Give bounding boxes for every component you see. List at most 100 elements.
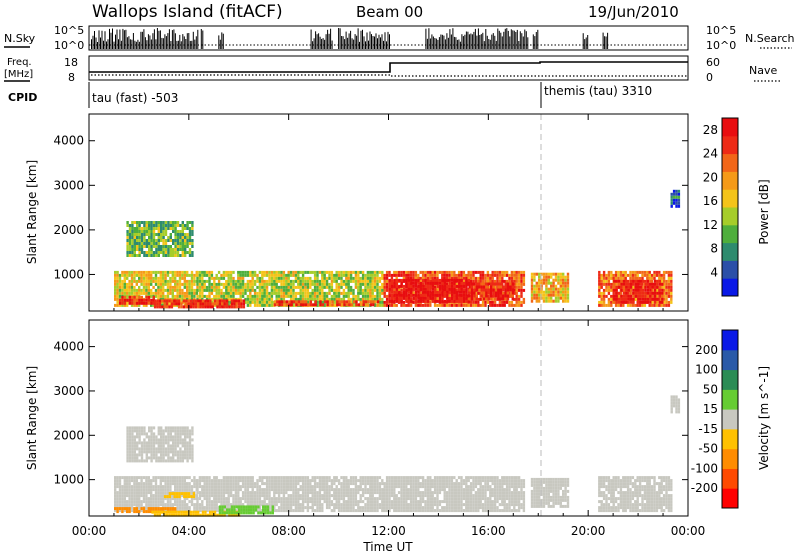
heatmap-cell (342, 506, 346, 510)
heatmap-cell (400, 506, 403, 510)
heatmap-cell (441, 303, 444, 307)
heatmap-cell (135, 291, 138, 295)
heatmap-cell (162, 500, 165, 504)
heatmap-cell (130, 279, 134, 283)
heatmap-cell (182, 305, 186, 309)
heatmap-cell (121, 485, 124, 489)
heatmap-cell (619, 273, 623, 277)
heatmap-cell (562, 296, 565, 300)
heatmap-cell (306, 509, 310, 513)
heatmap-cell (658, 279, 662, 283)
heatmap-cell (441, 284, 444, 288)
heatmap-cell (644, 297, 647, 301)
heatmap-cell (414, 296, 418, 300)
heatmap-cell (246, 294, 250, 298)
heatmap-cell (342, 491, 346, 495)
heatmap-cell (130, 479, 134, 483)
heatmap-cell (208, 476, 211, 480)
heatmap-cell (234, 282, 238, 286)
heatmap-cell (530, 284, 534, 288)
heatmap-cell (133, 488, 136, 492)
heatmap-cell (517, 279, 521, 283)
heatmap-cell (417, 488, 420, 492)
nave-label: Nave (749, 64, 777, 77)
heatmap-cell (289, 297, 293, 301)
heatmap-cell (261, 285, 264, 289)
heatmap-cell (613, 297, 616, 301)
heatmap-cell (395, 276, 398, 280)
heatmap-cell (297, 285, 300, 289)
heatmap-cell (176, 282, 179, 286)
heatmap-cell (349, 494, 353, 498)
heatmap-cell (629, 279, 633, 283)
heatmap-cell (646, 297, 650, 301)
heatmap-cell (533, 293, 536, 297)
heatmap-cell (131, 254, 134, 257)
heatmap-cell (359, 288, 362, 292)
heatmap-cell (475, 285, 478, 289)
heatmap-cell (282, 476, 286, 480)
heatmap-cell (631, 270, 635, 274)
heatmap-cell (128, 227, 132, 230)
heatmap-cell (227, 497, 230, 501)
heatmap-cell (342, 297, 346, 301)
heatmap-cell (138, 276, 141, 280)
heatmap-cell (280, 294, 283, 298)
heatmap-cell (160, 221, 163, 224)
heatmap-cell (564, 296, 567, 300)
heatmap-cell (455, 299, 459, 303)
heatmap-cell (453, 287, 456, 291)
heatmap-cell (213, 476, 216, 480)
heatmap-cell (405, 299, 408, 303)
heatmap-cell (225, 497, 228, 501)
heatmap-cell (402, 485, 406, 489)
heatmap-cell (181, 236, 184, 239)
heatmap-cell (294, 297, 298, 301)
heatmap-cell (335, 500, 338, 504)
heatmap-cell (282, 279, 286, 283)
heatmap-cell (610, 285, 613, 289)
heatmap-cell (340, 503, 343, 507)
heatmap-cell (181, 500, 184, 504)
heatmap-cell (215, 494, 218, 498)
heatmap-cell (366, 482, 370, 486)
heatmap-cell (285, 294, 288, 298)
heatmap-cell (145, 242, 148, 245)
heatmap-cell (364, 479, 367, 483)
heatmap-cell (509, 294, 512, 298)
heatmap-cell (359, 485, 362, 489)
heatmap-cell (287, 270, 290, 274)
heatmap-cell (400, 494, 403, 498)
heatmap-cell (237, 497, 240, 501)
heatmap-cell (316, 506, 319, 510)
heatmap-cell (229, 488, 233, 492)
heatmap-cell (270, 300, 274, 304)
heatmap-cell (201, 494, 204, 498)
heatmap-cell (513, 273, 516, 277)
heatmap-cell (484, 276, 487, 280)
heatmap-cell (174, 248, 177, 251)
heatmap-cell (246, 491, 250, 495)
heatmap-cell (133, 239, 136, 242)
heatmap-cell (667, 270, 671, 274)
heatmap-cell (318, 491, 322, 495)
heatmap-cell (388, 299, 391, 303)
heatmap-cell (342, 279, 346, 283)
heatmap-cell (203, 288, 206, 292)
heatmap-cell (511, 294, 514, 298)
heatmap-cell (641, 285, 644, 289)
heatmap-cell (164, 270, 167, 274)
heatmap-cell (376, 288, 379, 292)
heatmap-cell (362, 300, 365, 304)
heatmap-cell (160, 227, 163, 230)
heatmap-cell (333, 297, 336, 301)
heatmap-cell (345, 479, 348, 483)
heatmap-cell (133, 245, 136, 248)
heatmap-cell (405, 479, 408, 483)
heatmap-cell (275, 491, 278, 495)
heatmap-cell (323, 482, 326, 486)
heatmap-cell (357, 303, 361, 307)
heatmap-cell (169, 227, 172, 230)
heatmap-cell (661, 294, 664, 298)
heatmap-cell (410, 281, 413, 285)
